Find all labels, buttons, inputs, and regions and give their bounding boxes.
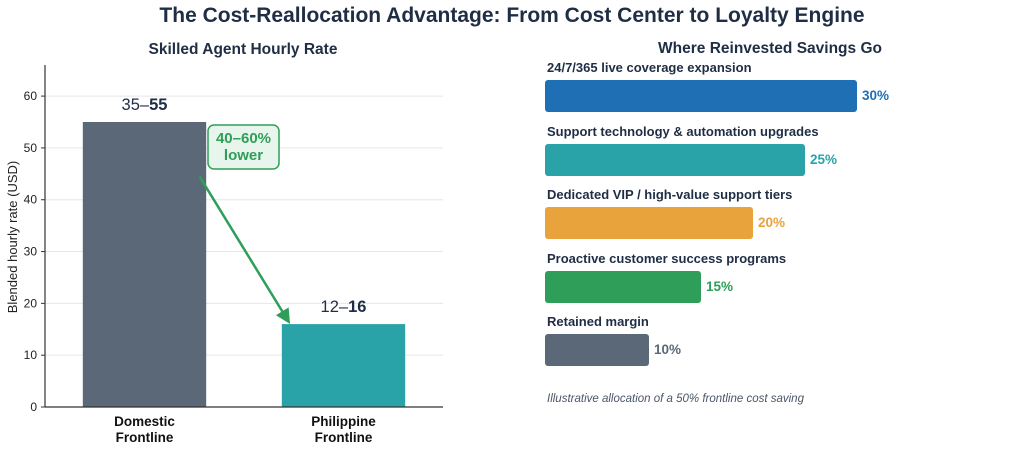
allocation-value-label: 25%: [810, 151, 838, 167]
allocation-value-label: 30%: [862, 88, 890, 103]
x-category-label: Domestic Frontline: [114, 414, 175, 445]
y-tick-label: 20: [24, 296, 38, 310]
y-axis-label: Blended hourly rate (USD): [5, 161, 20, 313]
allocation-bar: [545, 334, 649, 366]
chart-footnote: Illustrative allocation of a 50% frontli…: [547, 393, 804, 405]
left-chart-title: Skilled Agent Hourly Rate: [149, 41, 338, 58]
allocation-label: Retained margin: [547, 314, 649, 329]
allocation-label: Proactive customer success programs: [547, 250, 787, 266]
bar-domestic-frontline: [82, 122, 207, 407]
reduction-arrow: [198, 175, 291, 325]
allocation-bar: [545, 207, 753, 239]
allocation-value-label: 10%: [654, 342, 682, 357]
allocation-bar: [545, 143, 805, 176]
hourly-rate-chart: Skilled Agent Hourly Rate Blended hourly…: [5, 41, 443, 445]
allocation-label: Support technology & automation upgrades: [547, 123, 819, 139]
allocation-label: 24/7/365 live coverage expansion: [547, 60, 752, 75]
allocation-value-label: 15%: [706, 278, 734, 294]
allocation-value-label: 20%: [758, 215, 786, 230]
y-tick-label: 30: [24, 245, 38, 259]
allocation-label: Dedicated VIP / high-value support tiers: [547, 187, 793, 202]
bar-philippine-frontline: [281, 324, 406, 407]
bar-value-label: 35–55: [122, 96, 168, 114]
y-tick-label: 60: [24, 89, 38, 103]
main-title: The Cost-Reallocation Advantage: From Co…: [159, 4, 865, 27]
allocation-bar: [545, 270, 701, 303]
y-tick-label: 0: [30, 400, 37, 414]
x-category-label: Philippine Frontline: [311, 414, 376, 445]
right-chart-title: Where Reinvested Savings Go: [658, 40, 882, 57]
y-tick-label: 40: [24, 193, 38, 207]
bar-value-label: 12–16: [321, 298, 367, 316]
y-tick-label: 10: [24, 348, 38, 362]
allocation-bar: [545, 80, 857, 112]
y-tick-label: 50: [24, 141, 38, 155]
reduction-callout-text: 40–60% lower: [216, 130, 271, 164]
reduction-callout-box: [207, 124, 280, 170]
